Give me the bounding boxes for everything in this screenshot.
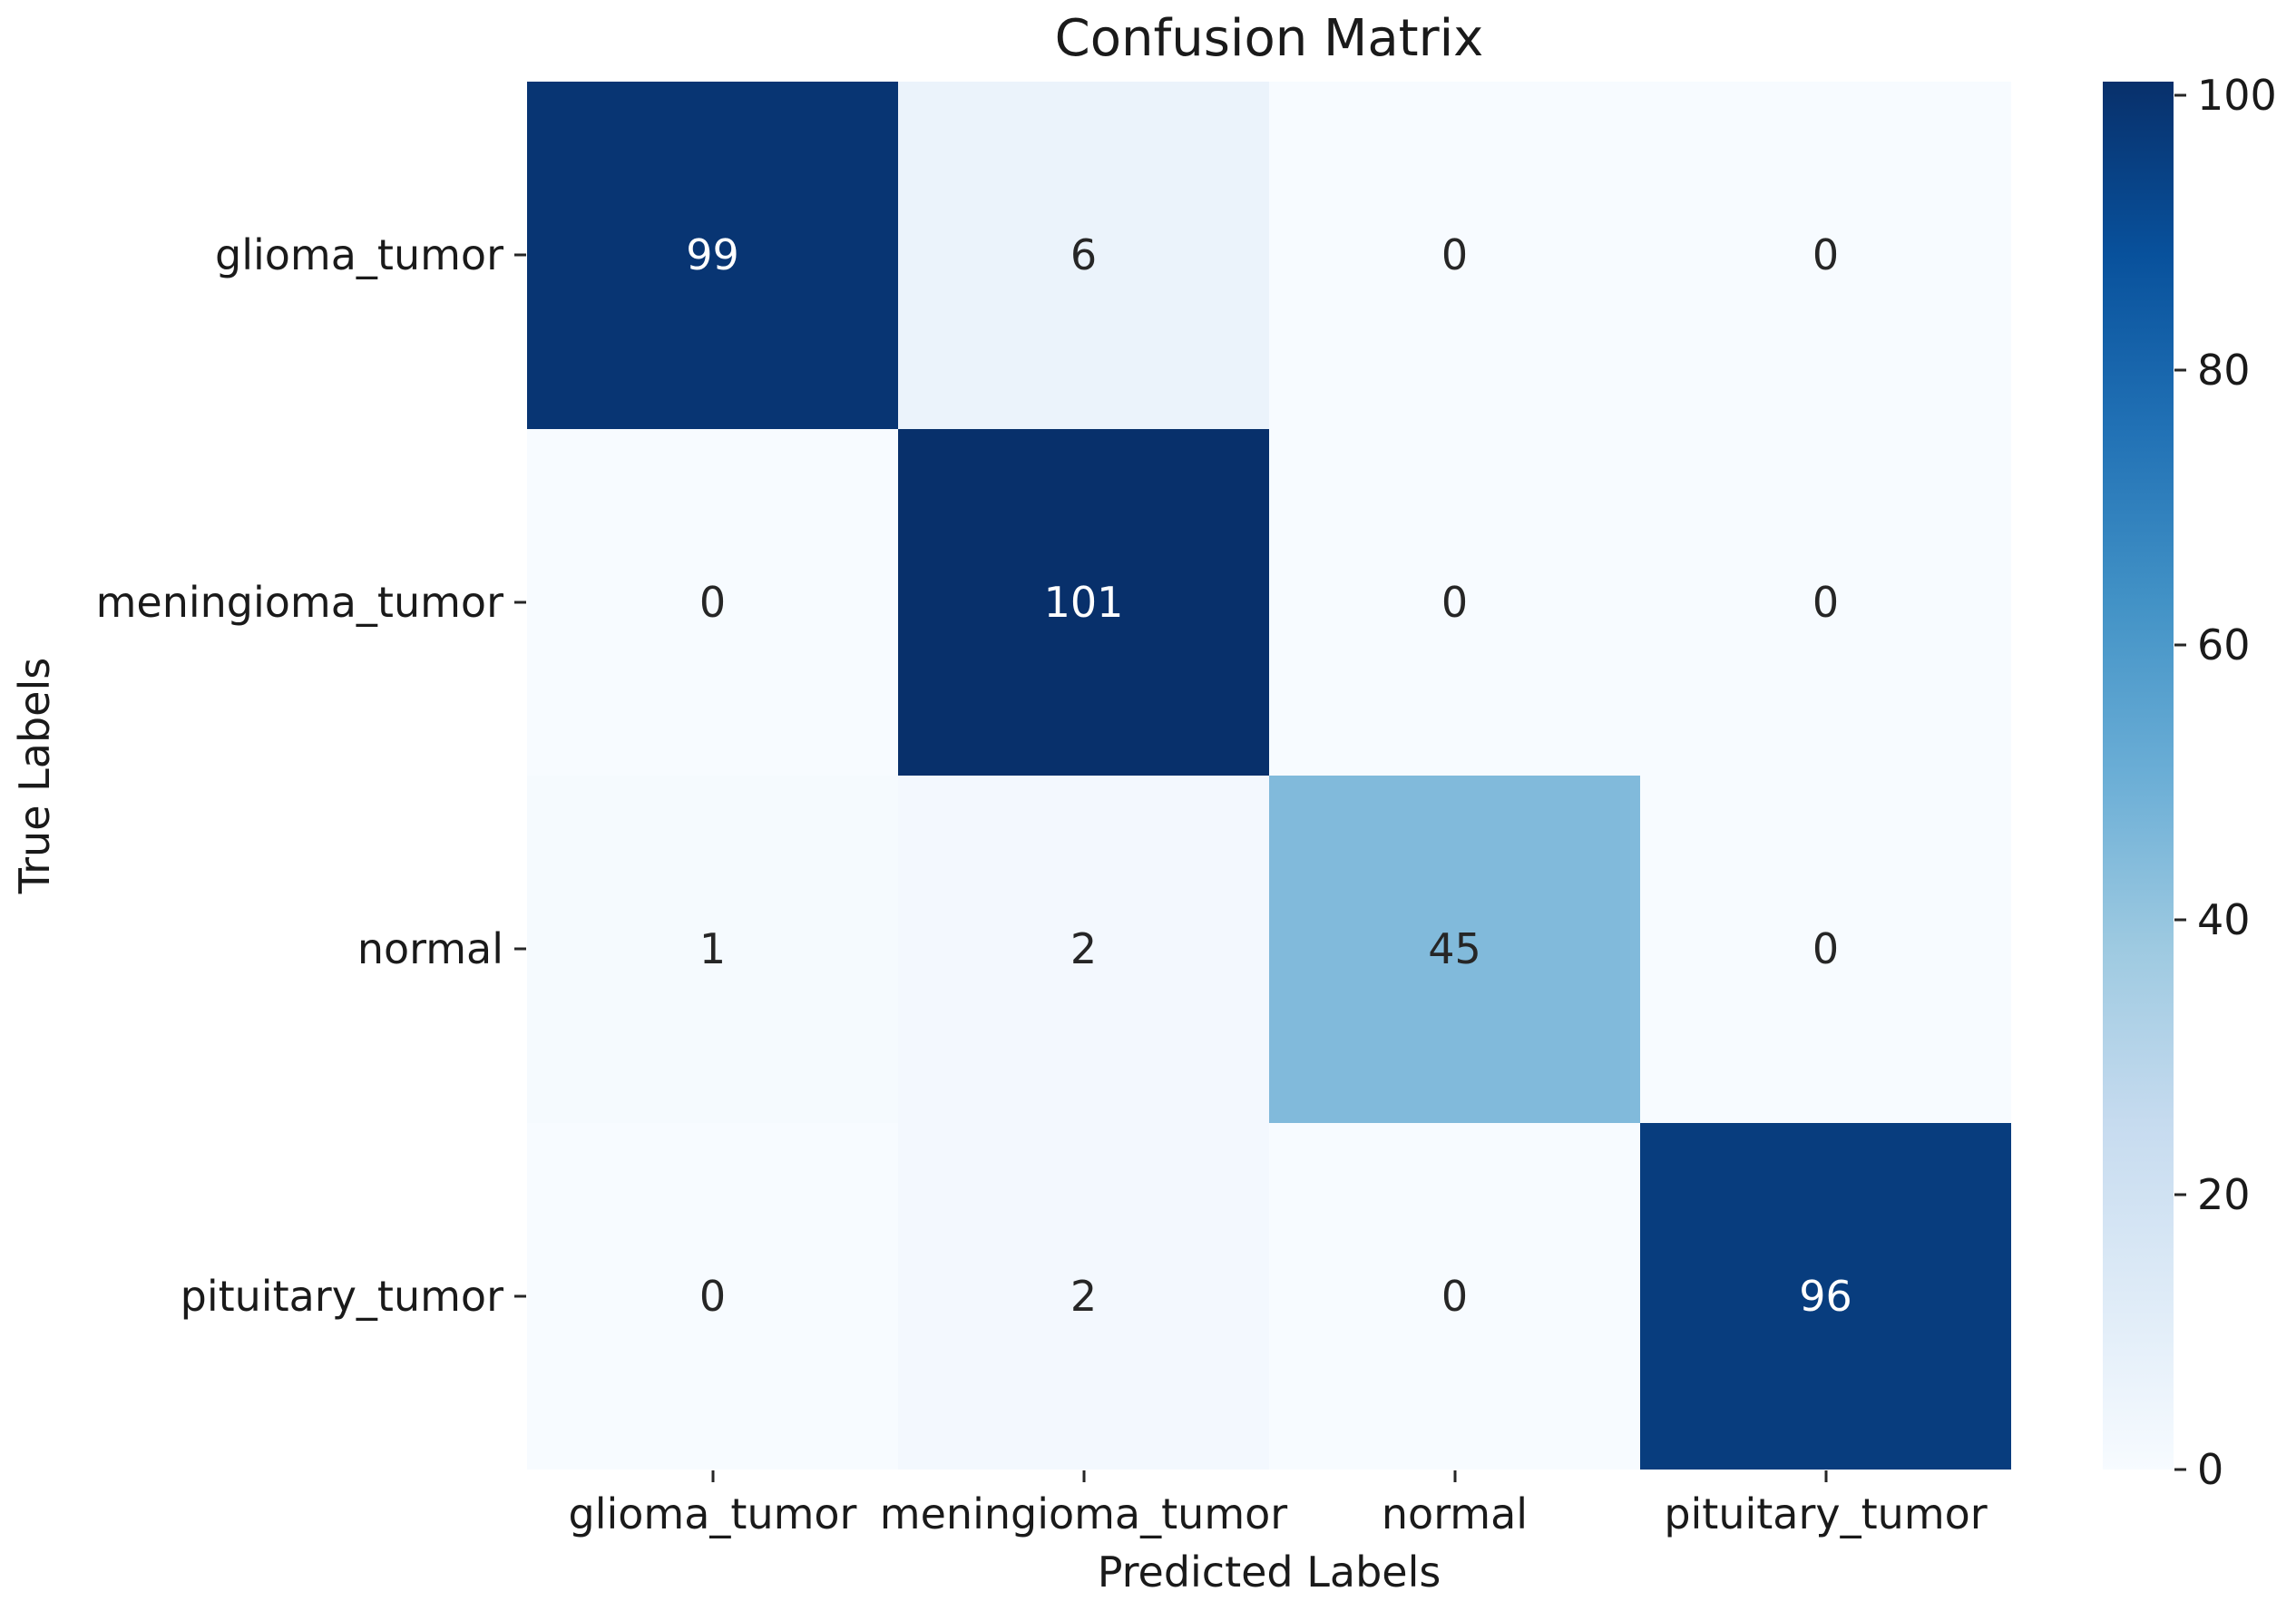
chart-title: Confusion Matrix (1054, 9, 1484, 68)
heatmap-cell: 2 (898, 776, 1269, 1123)
cell-value: 99 (686, 230, 739, 280)
colorbar-tick-mark (2174, 368, 2186, 372)
heatmap-cell: 101 (898, 428, 1269, 776)
cell-value: 0 (1812, 230, 1840, 280)
colorbar-tick-mark (2174, 93, 2186, 97)
heatmap-grid: 99 6 0 0 0 101 0 0 1 2 45 0 0 2 0 96 (527, 82, 2011, 1470)
colorbar-tick-mark (2174, 1468, 2186, 1471)
heatmap-cell: 0 (1640, 82, 2011, 429)
y-tick-mark (514, 947, 526, 951)
colorbar-tick-label: 0 (2197, 1445, 2224, 1494)
y-tick-mark (514, 1294, 526, 1298)
y-tick-mark (514, 601, 526, 604)
cell-value: 0 (1441, 230, 1469, 280)
y-tick-label: pituitary_tumor (180, 1271, 503, 1321)
heatmap-cell: 99 (527, 82, 898, 429)
colorbar-tick-label: 60 (2197, 620, 2251, 670)
colorbar (2103, 82, 2174, 1470)
x-axis-label: Predicted Labels (1097, 1548, 1441, 1597)
x-tick-mark (1453, 1470, 1456, 1482)
y-tick-mark (514, 253, 526, 257)
heatmap-cell: 0 (1640, 428, 2011, 776)
heatmap-cell: 0 (1269, 428, 1640, 776)
heatmap-cell: 45 (1269, 776, 1640, 1123)
cell-value: 2 (1070, 1271, 1098, 1321)
heatmap-cell: 0 (1640, 776, 2011, 1123)
y-tick-label: meningioma_tumor (95, 577, 503, 627)
colorbar-tick-label: 20 (2197, 1170, 2251, 1220)
colorbar-tick-mark (2174, 1193, 2186, 1196)
colorbar-tick-label: 40 (2197, 895, 2251, 945)
y-tick-label: normal (357, 924, 503, 974)
y-axis-label-text: True Labels (10, 657, 60, 894)
cell-value: 0 (1441, 577, 1469, 627)
heatmap-cell: 0 (527, 428, 898, 776)
y-tick-label: glioma_tumor (215, 230, 503, 280)
colorbar-tick-label: 100 (2197, 71, 2277, 121)
cell-value: 6 (1070, 230, 1098, 280)
heatmap-cell: 0 (1269, 1122, 1640, 1470)
cell-value: 96 (1799, 1271, 1852, 1321)
cell-value: 1 (699, 924, 727, 974)
cell-value: 0 (1812, 577, 1840, 627)
heatmap-cell: 0 (527, 1122, 898, 1470)
x-tick-label: meningioma_tumor (879, 1489, 1288, 1538)
colorbar-tick-mark (2174, 918, 2186, 922)
cell-value: 45 (1428, 924, 1481, 974)
x-tick-label: glioma_tumor (568, 1489, 857, 1538)
colorbar-tick-mark (2174, 643, 2186, 647)
heatmap-cell: 96 (1640, 1122, 2011, 1470)
x-tick-mark (711, 1470, 714, 1482)
x-tick-label: normal (1381, 1489, 1529, 1538)
cell-value: 0 (699, 1271, 727, 1321)
x-tick-mark (1824, 1470, 1827, 1482)
heatmap-cell: 1 (527, 776, 898, 1123)
cell-value: 0 (1441, 1271, 1469, 1321)
cell-value: 0 (699, 577, 727, 627)
heatmap-cell: 6 (898, 82, 1269, 429)
x-tick-mark (1082, 1470, 1085, 1482)
cell-value: 0 (1812, 924, 1840, 974)
cell-value: 2 (1070, 924, 1098, 974)
cell-value: 101 (1043, 577, 1124, 627)
heatmap-cell: 0 (1269, 82, 1640, 429)
heatmap-cell: 2 (898, 1122, 1269, 1470)
y-axis-label: True Labels (7, 82, 62, 1470)
x-tick-label: pituitary_tumor (1664, 1489, 1988, 1538)
colorbar-tick-label: 80 (2197, 346, 2251, 395)
